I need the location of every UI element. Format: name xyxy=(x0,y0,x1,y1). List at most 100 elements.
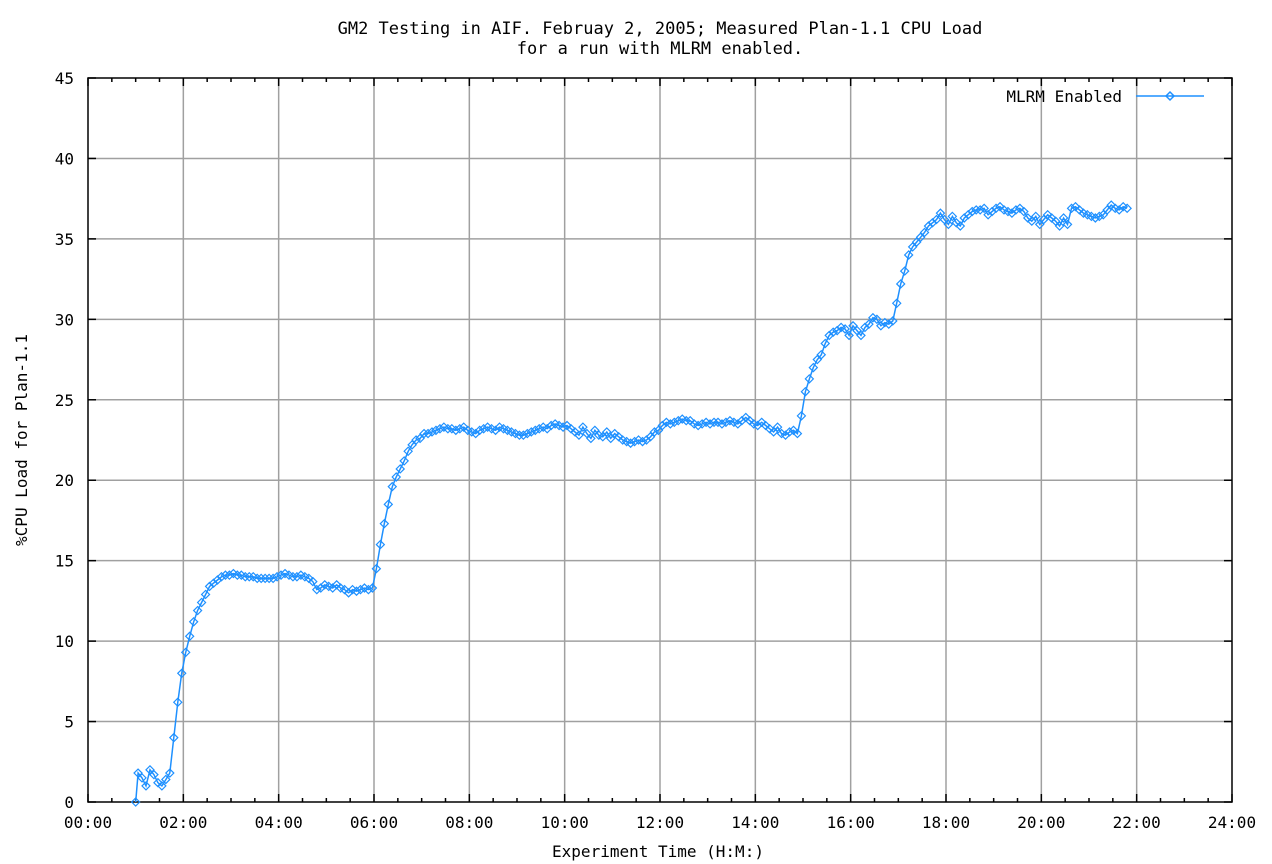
plot-frame xyxy=(87,77,1233,803)
x-tick-label: 14:00 xyxy=(731,813,779,832)
data-point xyxy=(705,419,715,429)
chart-title-line1: GM2 Testing in AIF. Februay 2, 2005; Mea… xyxy=(338,19,983,39)
data-point xyxy=(1062,219,1073,230)
data-point xyxy=(625,438,636,449)
data-point xyxy=(693,420,703,431)
data-point xyxy=(176,668,187,679)
data-point xyxy=(796,411,807,421)
data-point xyxy=(1122,203,1132,214)
legend: MLRM Enabled xyxy=(1006,87,1204,106)
data-point xyxy=(601,427,612,437)
x-tick-label: 08:00 xyxy=(445,813,493,832)
data-point xyxy=(772,422,783,432)
y-tick-label: 0 xyxy=(64,793,74,812)
data-point xyxy=(887,316,898,326)
data-point xyxy=(919,227,930,238)
data-point xyxy=(474,425,485,436)
data-point xyxy=(240,571,251,582)
y-tick-label: 30 xyxy=(55,310,74,329)
data-point xyxy=(192,605,203,616)
series-layer xyxy=(130,200,1132,807)
data-point xyxy=(130,797,141,807)
data-point xyxy=(367,583,378,593)
y-tick-label: 25 xyxy=(55,391,74,410)
data-point xyxy=(979,203,989,214)
data-point xyxy=(216,571,227,582)
data-point xyxy=(450,425,461,436)
data-point xyxy=(820,338,831,349)
data-point xyxy=(200,589,211,600)
data-point xyxy=(872,314,882,325)
data-point xyxy=(431,425,441,436)
data-point xyxy=(931,214,942,225)
data-point xyxy=(717,419,727,429)
data-point xyxy=(1094,211,1105,222)
data-point xyxy=(184,631,195,642)
data-point xyxy=(891,298,902,309)
data-point xyxy=(864,319,874,330)
x-tick-label: 24:00 xyxy=(1208,813,1256,832)
data-point xyxy=(395,464,406,474)
data-point xyxy=(792,428,803,439)
x-tick-label: 12:00 xyxy=(636,813,684,832)
data-point xyxy=(292,571,302,582)
data-point xyxy=(224,570,235,580)
data-point xyxy=(971,205,982,215)
data-point xyxy=(419,428,429,439)
data-point xyxy=(665,419,676,429)
y-axis-label: %CPU Load for Plan-1.1 xyxy=(12,334,31,546)
series-line xyxy=(134,204,1128,803)
data-point xyxy=(276,570,286,580)
y-tick-label: 45 xyxy=(55,69,74,88)
data-point xyxy=(637,436,648,447)
data-point xyxy=(522,428,533,439)
data-point xyxy=(1090,213,1101,223)
data-point xyxy=(379,518,390,529)
data-point xyxy=(681,415,692,426)
x-tick-label: 18:00 xyxy=(922,813,970,832)
data-point xyxy=(903,250,914,260)
data-point xyxy=(816,349,827,360)
data-point xyxy=(375,539,386,550)
data-point xyxy=(697,419,707,429)
data-point xyxy=(399,456,410,466)
data-point xyxy=(383,499,394,510)
data-point xyxy=(784,427,795,437)
data-point xyxy=(264,573,274,584)
data-point xyxy=(196,597,207,608)
data-point xyxy=(1058,213,1069,223)
data-point xyxy=(1066,203,1077,214)
data-point xyxy=(244,571,255,582)
x-tick-label: 16:00 xyxy=(827,813,875,832)
x-tick-label: 04:00 xyxy=(255,813,303,832)
data-point xyxy=(391,472,402,482)
data-point xyxy=(232,570,243,580)
data-point xyxy=(423,428,433,439)
y-tick-label: 35 xyxy=(55,230,74,249)
x-tick-label: 22:00 xyxy=(1113,813,1161,832)
data-point xyxy=(709,417,719,428)
data-point xyxy=(578,422,588,432)
x-tick-label: 00:00 xyxy=(64,813,112,832)
y-tick-label: 40 xyxy=(55,149,74,168)
data-point xyxy=(800,386,811,397)
data-point xyxy=(180,647,191,658)
data-point xyxy=(268,573,278,584)
data-point xyxy=(1011,205,1021,215)
data-point xyxy=(371,563,382,574)
data-point xyxy=(256,573,267,584)
chart-title-line2: for a run with MLRM enabled. xyxy=(517,39,804,59)
data-point xyxy=(514,430,525,441)
grid xyxy=(88,78,1232,802)
data-point xyxy=(141,781,151,791)
data-point xyxy=(387,481,398,492)
data-point xyxy=(311,584,322,595)
data-point xyxy=(721,417,731,428)
data-point xyxy=(629,436,640,447)
x-tick-label: 06:00 xyxy=(350,813,398,832)
x-tick-label: 20:00 xyxy=(1017,813,1065,832)
x-tick-label: 10:00 xyxy=(541,813,589,832)
data-point xyxy=(991,203,1001,214)
legend-entry-marker xyxy=(1164,90,1176,102)
